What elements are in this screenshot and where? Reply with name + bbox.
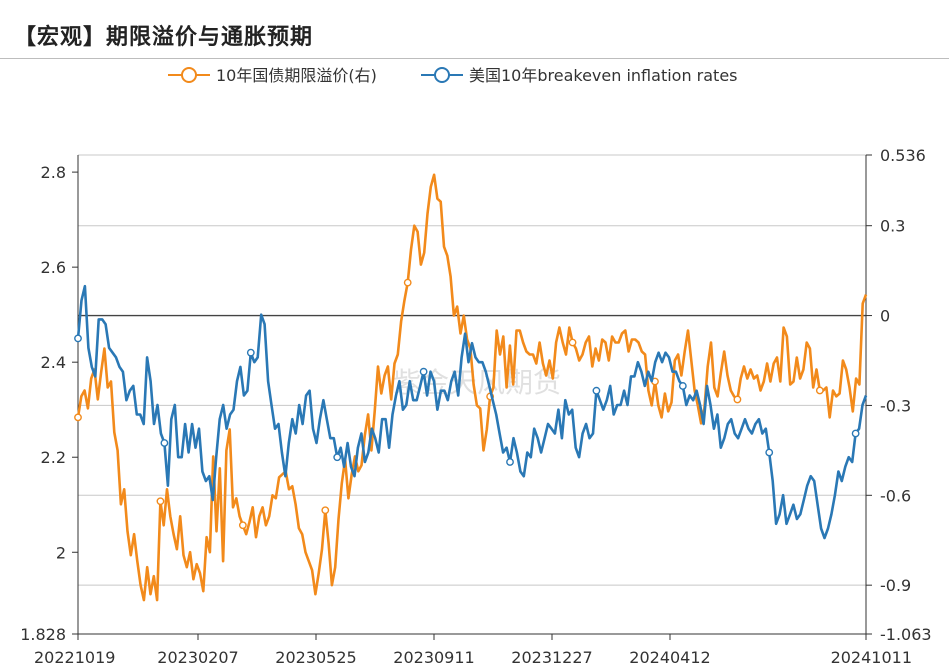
series-orange-marker [238,521,247,530]
y-left-tick-label: 2.6 [41,258,66,277]
x-tick-label: 20230207 [157,648,238,667]
series-blue-marker [506,458,514,466]
x-tick-label: 20240412 [629,648,710,667]
y-right-tick-label: -0.3 [880,396,911,415]
series-blue-marker [678,382,687,390]
series-orange-marker [156,497,165,506]
series-orange-marker [403,278,412,287]
header-bar: 【宏观】期限溢价与通胀预期 [0,0,949,59]
x-tick-label: 20241011 [831,648,912,667]
y-left-tick-label: 1.828 [20,625,66,644]
y-right-tick-label: -0.6 [880,486,911,505]
series-blue-marker [74,334,82,343]
page-title: 【宏观】期限溢价与通胀预期 [14,25,314,50]
series-blue-marker [333,453,342,462]
series-blue-marker [419,367,428,376]
y-left-tick-label: 2.8 [41,163,66,182]
y-right-tick-label: 0.536 [880,146,926,165]
legend-blue-label: 美国10年breakeven inflation rates [469,66,738,85]
series-blue-line [76,284,868,540]
series-blue-marker [765,448,774,457]
series-orange-marker [815,386,824,395]
x-tick-label: 20221019 [34,648,115,667]
series-orange-marker [321,506,330,515]
y-right-tick-label: 0 [880,307,890,326]
y-left-tick-label: 2.2 [41,448,66,467]
y-left-tick-label: 2 [56,543,66,562]
series-blue-marker [851,429,860,438]
series-blue-marker [246,348,255,357]
y-right-tick-label: -1.063 [880,625,932,644]
x-tick-label: 20231227 [511,648,592,667]
y-right-tick-label: 0.3 [880,217,905,236]
y-right-tick-label: -0.9 [880,576,911,595]
series-blue-marker [592,386,601,395]
series-blue-marker [160,439,169,447]
x-tick-label: 20230525 [275,648,356,667]
x-tick-label: 20230911 [393,648,474,667]
legend: 10年国债期限溢价(右) 美国10年breakeven inflation ra… [168,66,738,85]
legend-orange-label: 10年国债期限溢价(右) [216,66,377,85]
y-left-tick-label: 2.4 [41,353,66,372]
series-orange-marker [568,338,577,347]
series-orange-marker [74,413,82,422]
series-orange-marker [733,395,742,404]
